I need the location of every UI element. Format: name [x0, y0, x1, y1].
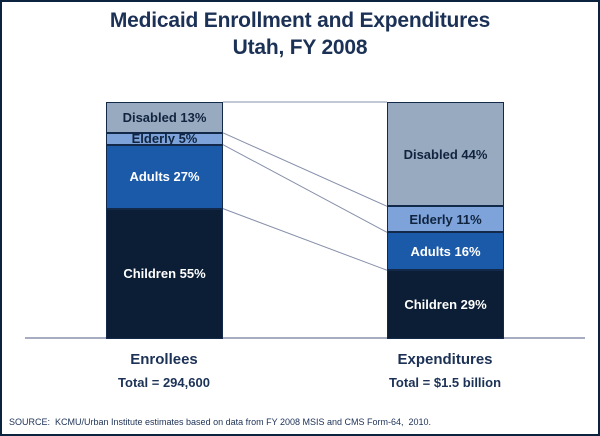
enrollees-total: Total = 294,600	[118, 375, 210, 390]
segment-connector-line	[222, 208, 388, 271]
enrollees-label: Enrollees	[130, 351, 198, 368]
left-bar-caption: Enrollees Total = 294,600	[54, 351, 274, 391]
segment-label-elderly: Elderly 5%	[131, 131, 198, 147]
chart-title: Medicaid Enrollment and Expenditures	[109, 9, 491, 32]
expenditures-label: Expenditures	[397, 351, 493, 368]
segment-label-adults: Adults 27%	[129, 169, 200, 185]
segment-connector-line	[222, 132, 388, 207]
right-bar-caption: Expenditures Total = $1.5 billion	[335, 351, 555, 391]
segment-label-disabled: Disabled 13%	[122, 109, 207, 125]
segment-expenditures-disabled: Disabled 44%	[387, 102, 504, 207]
segment-label-children: Children 29%	[404, 297, 487, 313]
segment-expenditures-adults: Adults 16%	[387, 232, 504, 271]
segment-label-children: Children 55%	[123, 266, 206, 282]
segment-enrollees-elderly: Elderly 5%	[106, 131, 223, 147]
expenditures-total: Total = $1.5 billion	[388, 375, 502, 390]
segment-expenditures-children: Children 29%	[387, 270, 504, 339]
source-note: SOURCE: KCMU/Urban Institute estimates b…	[9, 417, 432, 427]
chart-subtitle: Utah, FY 2008	[232, 36, 368, 59]
segment-label-elderly: Elderly 11%	[409, 211, 482, 227]
segment-enrollees-disabled: Disabled 13%	[106, 102, 223, 133]
segment-enrollees-adults: Adults 27%	[106, 144, 223, 209]
segment-label-disabled: Disabled 44%	[403, 146, 488, 162]
segment-label-adults: Adults 16%	[410, 243, 481, 259]
segment-connector-line	[222, 144, 388, 233]
segment-expenditures-elderly: Elderly 11%	[387, 206, 504, 233]
chart-title-block: Medicaid Enrollment and Expenditures Uta…	[2, 7, 598, 61]
segment-enrollees-children: Children 55%	[106, 208, 223, 339]
